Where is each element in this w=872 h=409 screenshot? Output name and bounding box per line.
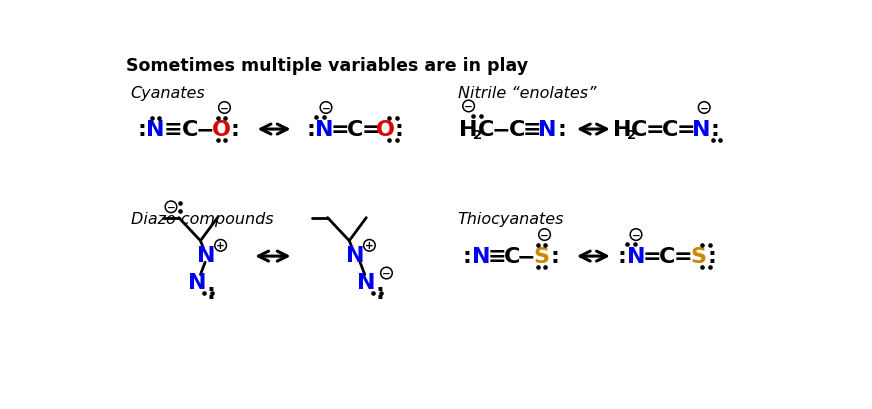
Text: :: : bbox=[137, 120, 146, 140]
Text: N: N bbox=[146, 120, 165, 140]
Text: Thiocyanates: Thiocyanates bbox=[458, 212, 564, 227]
Text: −: − bbox=[492, 120, 510, 140]
Text: C: C bbox=[504, 247, 521, 266]
Text: −: − bbox=[464, 102, 473, 112]
Text: Nitrile “enolates”: Nitrile “enolates” bbox=[458, 86, 596, 101]
Text: Sometimes multiple variables are in play: Sometimes multiple variables are in play bbox=[126, 57, 528, 75]
Text: :: : bbox=[207, 282, 215, 302]
Text: N: N bbox=[538, 120, 557, 140]
Text: N: N bbox=[691, 120, 711, 140]
Text: 2: 2 bbox=[627, 128, 636, 142]
Text: :: : bbox=[394, 120, 403, 140]
Text: C: C bbox=[182, 120, 199, 140]
Text: −: − bbox=[196, 120, 215, 140]
Text: −: − bbox=[700, 103, 709, 113]
Text: −: − bbox=[382, 268, 391, 279]
Text: C: C bbox=[508, 120, 525, 140]
Text: N: N bbox=[472, 247, 490, 266]
Text: Diazo compounds: Diazo compounds bbox=[131, 212, 273, 227]
Text: ≡: ≡ bbox=[487, 247, 506, 266]
Text: :: : bbox=[617, 247, 626, 266]
Text: −: − bbox=[516, 247, 535, 266]
Text: −: − bbox=[220, 103, 228, 113]
Text: ≡: ≡ bbox=[163, 120, 182, 140]
Text: C: C bbox=[659, 247, 675, 266]
Text: 2: 2 bbox=[473, 128, 482, 142]
Text: =: = bbox=[645, 120, 664, 140]
Text: :: : bbox=[231, 120, 240, 140]
Text: H: H bbox=[460, 120, 478, 140]
Text: N: N bbox=[188, 273, 207, 292]
Text: −: − bbox=[322, 103, 330, 113]
Text: Cyanates: Cyanates bbox=[131, 86, 206, 101]
Text: −: − bbox=[167, 202, 175, 212]
Text: N: N bbox=[346, 245, 364, 265]
Text: H: H bbox=[613, 120, 631, 140]
Text: −: − bbox=[540, 230, 549, 240]
Text: =: = bbox=[677, 120, 695, 140]
Text: :: : bbox=[551, 247, 560, 266]
Text: S: S bbox=[534, 247, 549, 266]
Text: :: : bbox=[306, 120, 315, 140]
Text: C: C bbox=[631, 120, 647, 140]
Text: C: C bbox=[347, 120, 364, 140]
Text: O: O bbox=[212, 120, 231, 140]
Text: N: N bbox=[197, 245, 216, 265]
Text: +: + bbox=[216, 241, 225, 251]
Text: =: = bbox=[673, 247, 691, 266]
Text: S: S bbox=[690, 247, 706, 266]
Text: :: : bbox=[707, 247, 717, 266]
Text: C: C bbox=[662, 120, 678, 140]
Text: N: N bbox=[315, 120, 334, 140]
Text: ≡: ≡ bbox=[523, 120, 542, 140]
Text: =: = bbox=[642, 247, 661, 266]
Text: :: : bbox=[463, 247, 472, 266]
Text: :: : bbox=[376, 282, 385, 302]
Text: :: : bbox=[711, 120, 719, 140]
Text: =: = bbox=[362, 120, 380, 140]
Text: N: N bbox=[357, 273, 376, 292]
Text: −: − bbox=[631, 230, 640, 240]
Text: C: C bbox=[478, 120, 494, 140]
Text: N: N bbox=[627, 247, 645, 266]
Text: +: + bbox=[365, 241, 374, 251]
Text: O: O bbox=[376, 120, 394, 140]
Text: :: : bbox=[557, 120, 566, 140]
Text: =: = bbox=[330, 120, 350, 140]
